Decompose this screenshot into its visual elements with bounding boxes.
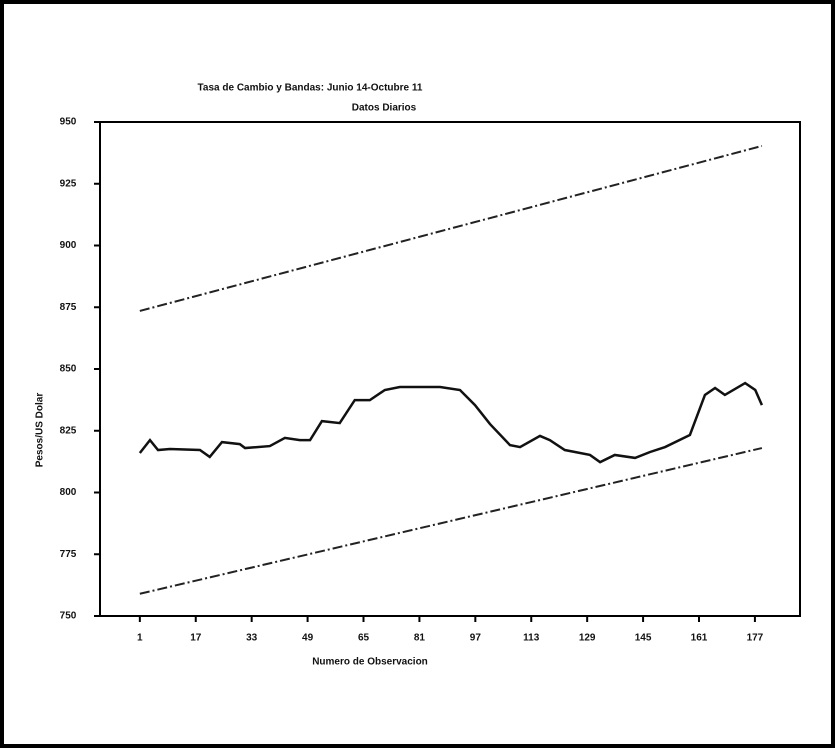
x-tick-label: 129 (579, 633, 596, 644)
y-tick-label: 850 (60, 364, 77, 375)
y-tick-label: 950 (60, 117, 77, 128)
y-tick-label: 925 (60, 178, 77, 189)
x-axis-label: Numero de Observacion (312, 657, 428, 668)
x-tick-label: 81 (414, 633, 426, 644)
chart-title: Tasa de Cambio y Bandas: Junio 14-Octubr… (198, 83, 423, 94)
series-line (139, 447, 763, 595)
y-tick-label: 875 (60, 302, 77, 313)
y-tick-label: 800 (60, 487, 77, 498)
x-tick-label: 97 (470, 633, 482, 644)
x-tick-label: 1 (137, 633, 143, 644)
x-tick-label: 161 (691, 633, 708, 644)
series-line (138, 381, 764, 464)
y-tick-label: 750 (60, 611, 77, 622)
x-tick-label: 49 (302, 633, 314, 644)
y-axis-label: Pesos/US Dolar (35, 393, 46, 468)
y-tick-label: 900 (60, 240, 77, 251)
x-tick-label: 17 (190, 633, 202, 644)
series-line (139, 144, 763, 312)
x-tick-label: 65 (358, 633, 370, 644)
x-tick-label: 113 (523, 633, 540, 644)
x-tick-label: 177 (747, 633, 764, 644)
y-tick-label: 775 (60, 549, 77, 560)
x-tick-label: 33 (246, 633, 258, 644)
y-tick-label: 825 (60, 425, 77, 436)
chart-subtitle: Datos Diarios (352, 103, 417, 114)
x-tick-label: 145 (635, 633, 652, 644)
